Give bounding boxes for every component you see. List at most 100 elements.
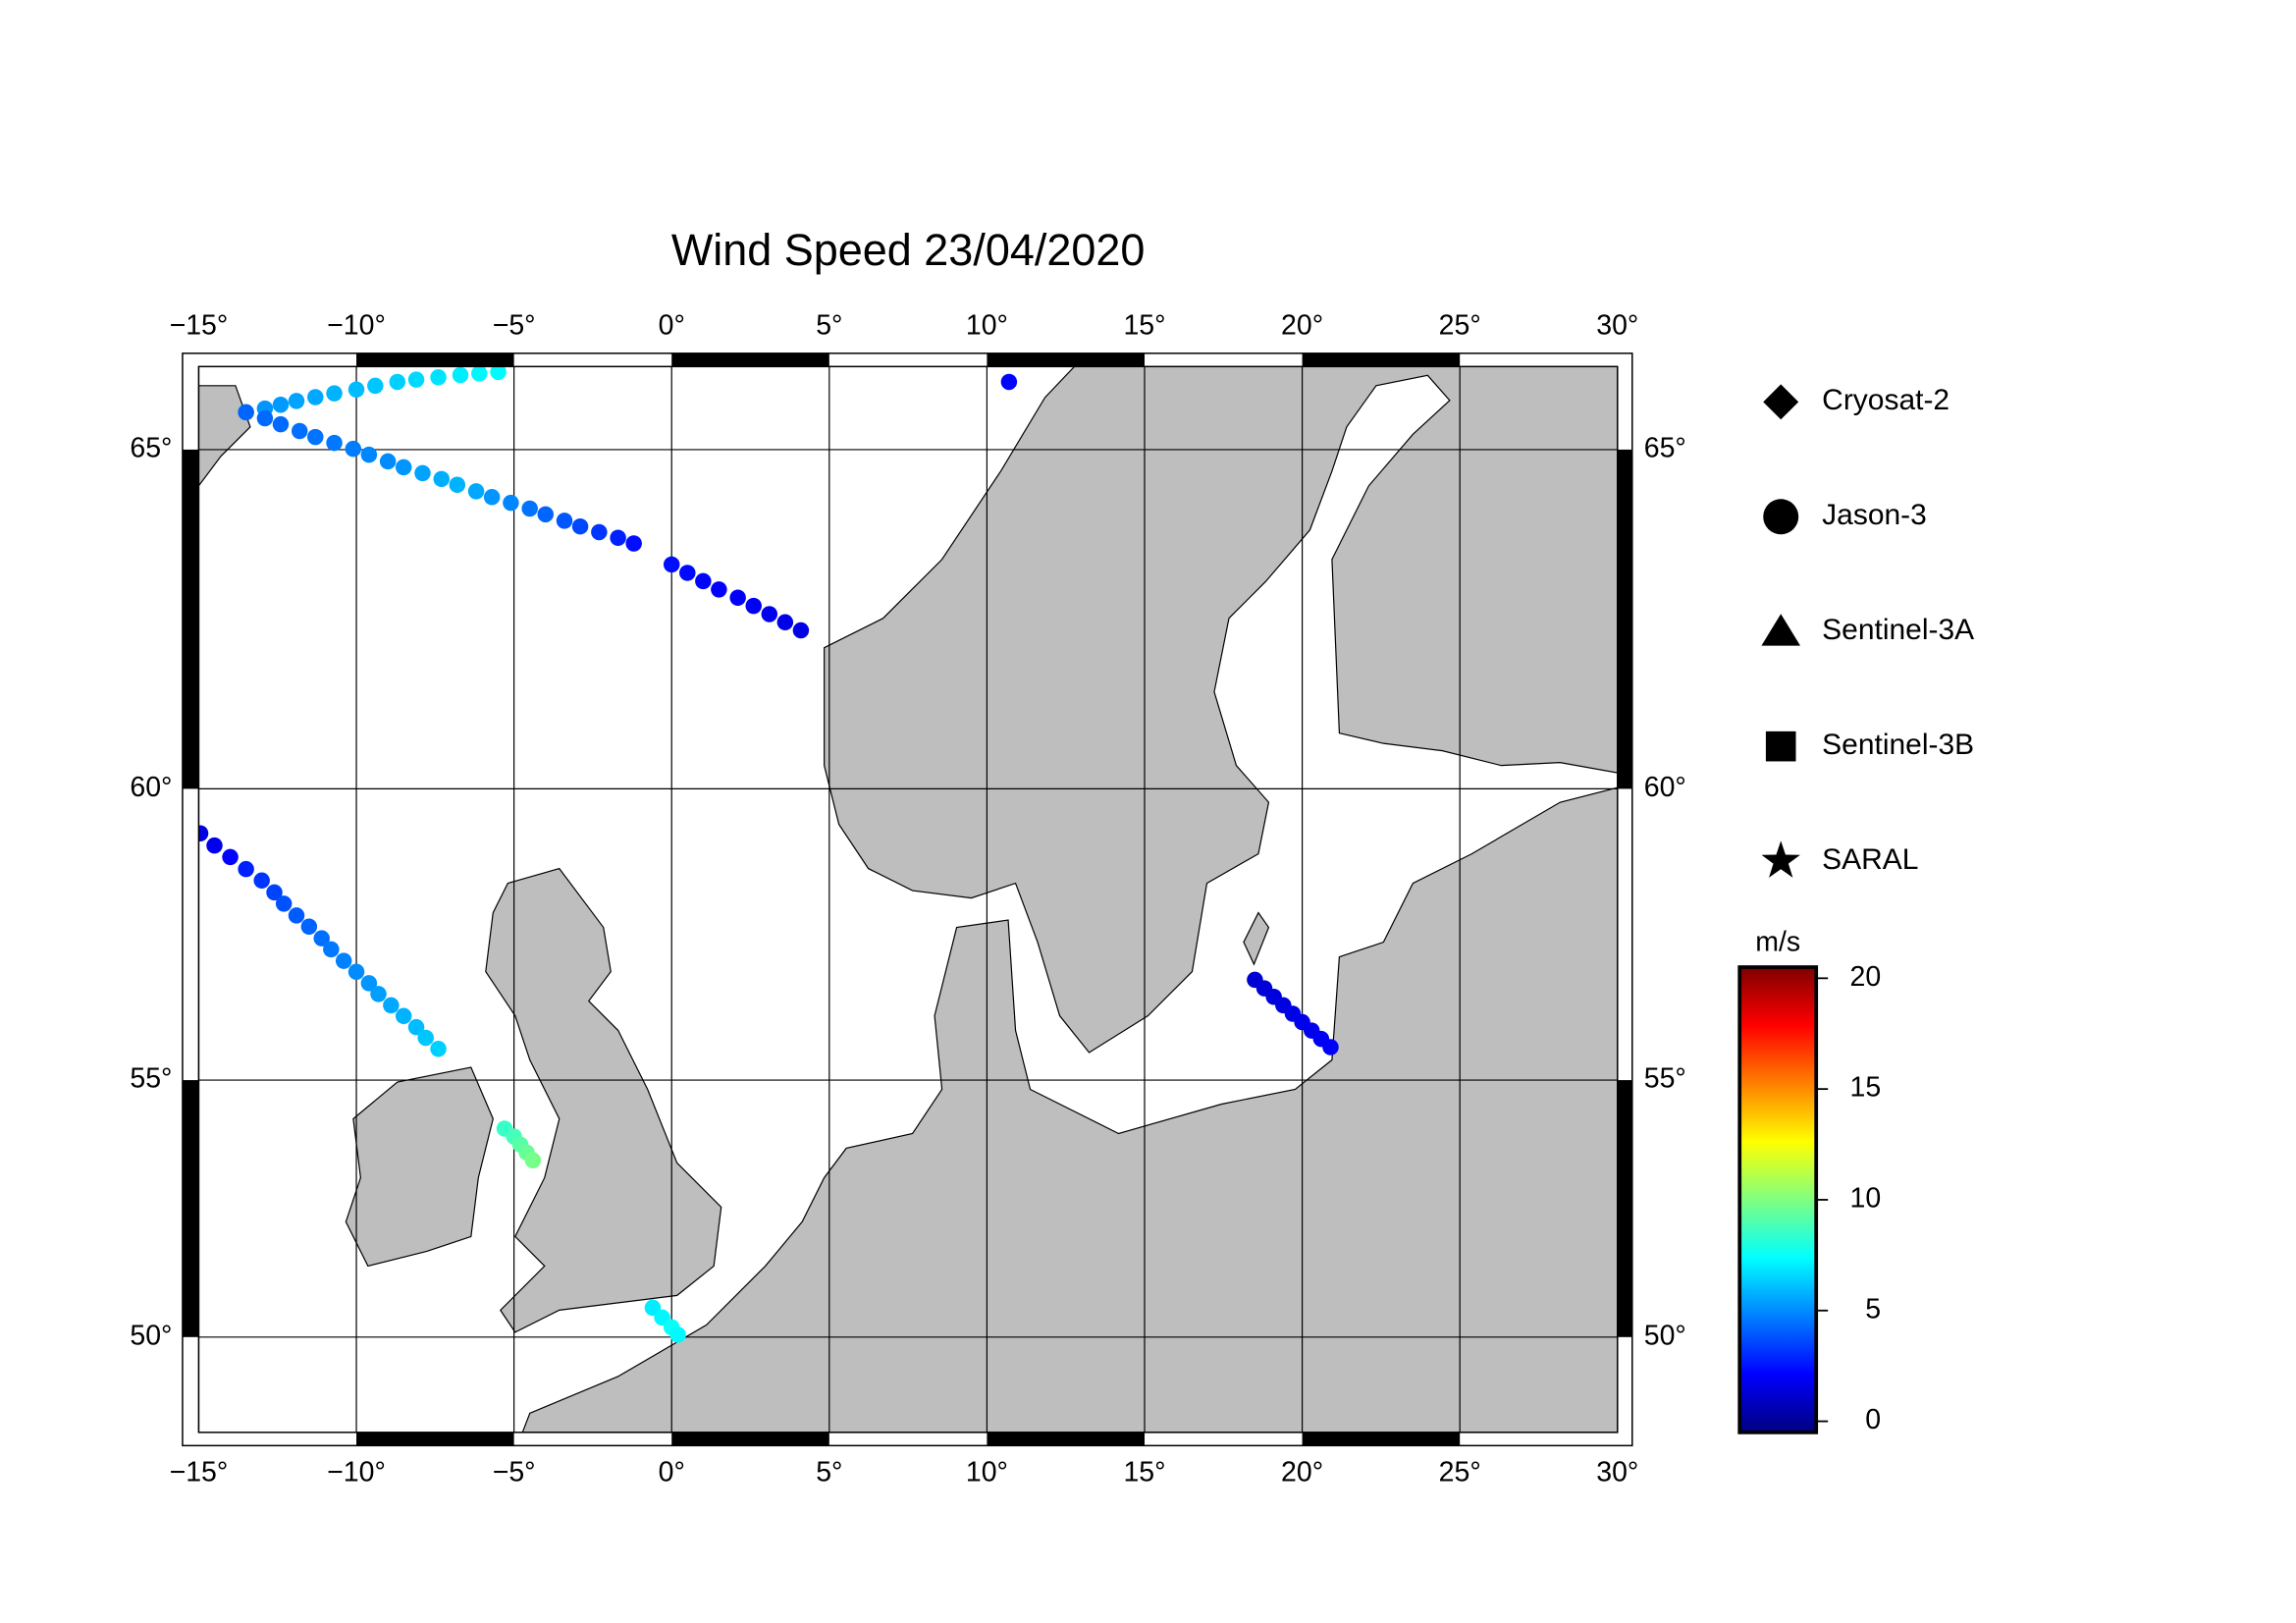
marker: [467, 483, 485, 500]
marker: [521, 500, 538, 517]
marker: [1761, 840, 1800, 878]
x-tick-label: 5°: [816, 1456, 842, 1488]
marker: [238, 404, 254, 421]
marker: [490, 366, 507, 381]
x-tick-label: 20°: [1281, 309, 1323, 341]
x-tick-label: 0°: [659, 1456, 685, 1488]
marker: [275, 895, 293, 912]
x-tick-label: 5°: [816, 309, 842, 341]
x-tick-label: 15°: [1123, 1456, 1165, 1488]
marker: [745, 597, 762, 615]
frame-bar: [987, 352, 1146, 367]
x-tick-label: 30°: [1596, 1456, 1638, 1488]
legend-label: Sentinel-3A: [1822, 614, 1974, 646]
frame-bar: [1617, 449, 1632, 789]
marker: [1763, 384, 1799, 420]
marker: [414, 464, 431, 482]
marker: [307, 389, 324, 406]
marker: [407, 371, 425, 388]
marker: [503, 494, 519, 512]
marker: [379, 453, 397, 470]
marker: [792, 622, 810, 639]
legend-label: Sentinel-3B: [1822, 729, 1974, 761]
continent: [521, 786, 1618, 1433]
marker: [663, 556, 680, 573]
marker: [556, 513, 573, 529]
marker: [1000, 373, 1018, 391]
frame-bar: [1617, 1080, 1632, 1337]
x-tick-label: 20°: [1281, 1456, 1323, 1488]
marker: [729, 589, 746, 607]
map-border: [197, 365, 1619, 1434]
marker: [272, 396, 290, 413]
marker: [288, 393, 305, 409]
marker: [222, 848, 239, 866]
chart-title: Wind Speed 23/04/2020: [671, 225, 1146, 275]
points: [198, 366, 1339, 1343]
marker: [449, 476, 466, 493]
frame-bar: [1302, 1432, 1461, 1446]
marker: [360, 446, 378, 463]
colorbar-fill: [1737, 965, 1819, 1434]
marker: [198, 825, 209, 841]
marker: [272, 415, 290, 433]
marker: [288, 907, 305, 924]
scandinavia: [824, 366, 1618, 1054]
colorbar-tick-label: 15: [1849, 1072, 1881, 1104]
marker: [610, 529, 626, 546]
y-tick-label: 50°: [1644, 1320, 1686, 1351]
marker: [625, 535, 642, 552]
y-tick-label: 50°: [130, 1320, 172, 1351]
marker: [291, 422, 308, 440]
x-tick-label: −5°: [493, 309, 536, 341]
marker: [238, 860, 254, 878]
x-tick-label: 0°: [659, 309, 685, 341]
marker: [253, 872, 270, 890]
x-tick-label: 25°: [1439, 1456, 1481, 1488]
colorbar-tick-label: 10: [1849, 1182, 1881, 1214]
frame-bar: [671, 352, 829, 367]
x-tick-label: −10°: [327, 309, 386, 341]
marker: [417, 1029, 434, 1047]
map-frame: [182, 352, 1633, 1447]
gotland: [1243, 911, 1270, 966]
frame-bar: [356, 352, 514, 367]
marker: [323, 941, 340, 958]
marker: [537, 506, 554, 523]
marker: [395, 459, 412, 476]
x-tick-label: 10°: [966, 309, 1008, 341]
colorbar-tick-label: 5: [1865, 1293, 1881, 1325]
x-tick-label: −5°: [493, 1456, 536, 1488]
y-tick-label: 55°: [1644, 1063, 1686, 1095]
marker: [483, 489, 501, 506]
marker: [326, 385, 343, 402]
x-tick-label: −15°: [170, 309, 229, 341]
colorbar-label: m/s: [1755, 927, 1800, 958]
marker: [430, 1040, 447, 1057]
marker: [360, 975, 378, 992]
marker: [1322, 1039, 1339, 1055]
marker: [1763, 499, 1799, 535]
marker: [669, 1326, 686, 1343]
iceland: [198, 385, 251, 487]
x-tick-label: 10°: [966, 1456, 1008, 1488]
marker: [206, 837, 223, 854]
marker: [761, 606, 778, 622]
marker: [335, 952, 352, 969]
frame-bar: [671, 1432, 829, 1446]
x-tick-label: −15°: [170, 1456, 229, 1488]
marker: [326, 434, 343, 452]
y-tick-label: 60°: [130, 772, 172, 803]
marker: [345, 440, 362, 458]
marker: [256, 409, 274, 427]
marker: [313, 930, 330, 947]
y-tick-label: 60°: [1644, 772, 1686, 803]
legend-label: Cryosat-2: [1822, 384, 1949, 416]
marker: [430, 369, 447, 386]
marker: [452, 366, 469, 384]
land: [198, 366, 1618, 1433]
frame-bar: [356, 1432, 514, 1446]
marker: [695, 572, 712, 590]
